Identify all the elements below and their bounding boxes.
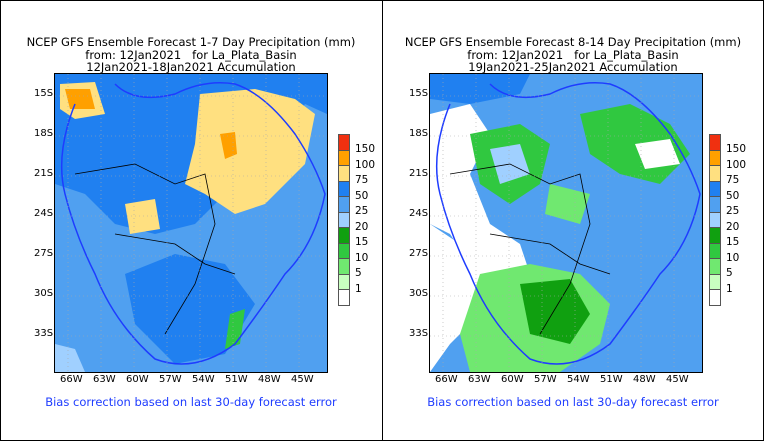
lat-label: 27S — [34, 248, 54, 259]
colorbar-swatch: 25 — [338, 196, 368, 217]
lon-label: 66W — [435, 374, 458, 385]
panel-title: NCEP GFS Ensemble Forecast 1-7 Day Preci… — [1, 36, 381, 74]
lon-label: 57W — [159, 374, 182, 385]
lon-label: 60W — [126, 374, 149, 385]
lon-label: 51W — [600, 374, 623, 385]
colorbar-swatch: 50 — [338, 180, 368, 202]
colorbar-label: 100 — [726, 158, 747, 171]
lon-label: 63W — [93, 374, 116, 385]
colorbar-label: 50 — [726, 189, 740, 202]
colorbar-swatch: 10 — [709, 242, 739, 264]
colorbar-label: 10 — [726, 251, 740, 264]
colorbar-label: 5 — [355, 267, 362, 279]
colorbar-swatch — [338, 289, 350, 306]
colorbar-swatch: 100 — [709, 149, 746, 171]
lat-label: 18S — [34, 128, 54, 139]
colorbar-label: 50 — [355, 189, 369, 202]
lat-label: 21S — [34, 168, 54, 179]
lat-label: 24S — [34, 208, 54, 219]
colorbar-swatch: 75 — [338, 165, 368, 186]
colorbar-swatch: 1 — [338, 273, 362, 295]
panel-week1: NCEP GFS Ensemble Forecast 1-7 Day Preci… — [1, 1, 381, 440]
colorbar-swatch: 5 — [338, 258, 362, 279]
lon-label: 60W — [501, 374, 524, 385]
bias-note: Bias correction based on last 30-day for… — [427, 395, 719, 409]
colorbar: 150 100 75 50 25 20 15 10 5 1 — [338, 134, 375, 306]
panel-week2: NCEP GFS Ensemble Forecast 8-14 Day Prec… — [382, 1, 763, 440]
lat-label: 18S — [409, 128, 429, 139]
colorbar-swatch: 75 — [709, 165, 739, 186]
colorbar-swatch: 25 — [709, 196, 739, 217]
bias-note: Bias correction based on last 30-day for… — [45, 395, 337, 409]
lon-label: 45W — [666, 374, 689, 385]
colorbar-swatch: 150 — [338, 134, 375, 155]
lat-label: 30S — [409, 288, 429, 299]
lat-label: 21S — [409, 168, 429, 179]
panel-title: NCEP GFS Ensemble Forecast 8-14 Day Prec… — [383, 36, 763, 74]
precipitation-map — [429, 73, 703, 373]
title-line: 19Jan2021-25Jan2021 Accumulation — [468, 60, 678, 74]
title-line: from: 12Jan2021 for La_Plata_Basin — [467, 47, 679, 62]
colorbar-label: 15 — [726, 236, 740, 248]
colorbar-label: 25 — [726, 205, 740, 217]
colorbar-label: 150 — [726, 143, 747, 155]
lat-label: 15S — [409, 88, 429, 99]
colorbar-swatch: 1 — [709, 273, 733, 295]
colorbar-label: 25 — [355, 205, 369, 217]
colorbar-label: 20 — [355, 220, 369, 233]
colorbar-label: 1 — [726, 282, 733, 295]
colorbar-swatch: 150 — [709, 134, 746, 155]
colorbar-label: 75 — [355, 174, 369, 186]
colorbar-swatch: 20 — [338, 211, 368, 233]
lat-label: 15S — [34, 88, 54, 99]
colorbar-swatch: 50 — [709, 180, 739, 202]
lon-label: 63W — [468, 374, 491, 385]
colorbar-label: 1 — [355, 282, 362, 295]
lon-label: 45W — [291, 374, 314, 385]
title-line: NCEP GFS Ensemble Forecast 1-7 Day Preci… — [26, 35, 356, 49]
lat-label: 27S — [409, 248, 429, 259]
lon-label: 54W — [192, 374, 215, 385]
colorbar-swatch: 20 — [709, 211, 739, 233]
lon-label: 66W — [60, 374, 83, 385]
colorbar-swatch: 100 — [338, 149, 375, 171]
lat-label: 30S — [34, 288, 54, 299]
lat-label: 33S — [409, 328, 429, 339]
lon-label: 51W — [225, 374, 248, 385]
colorbar-swatch: 15 — [338, 227, 368, 248]
title-line: from: 12Jan2021 for La_Plata_Basin — [85, 47, 297, 62]
colorbar-swatch: 10 — [338, 242, 368, 264]
colorbar-label: 150 — [355, 143, 376, 155]
title-line: 12Jan2021-18Jan2021 Accumulation — [86, 60, 296, 74]
colorbar-label: 5 — [726, 267, 733, 279]
colorbar-swatch: 5 — [709, 258, 733, 279]
colorbar-label: 15 — [355, 236, 369, 248]
lon-label: 54W — [567, 374, 590, 385]
colorbar-swatch — [709, 289, 721, 306]
lat-label: 33S — [34, 328, 54, 339]
lon-label: 48W — [633, 374, 656, 385]
title-line: NCEP GFS Ensemble Forecast 8-14 Day Prec… — [404, 35, 742, 49]
colorbar-label: 100 — [355, 158, 376, 171]
colorbar-label: 75 — [726, 174, 740, 186]
lat-label: 24S — [409, 208, 429, 219]
colorbar-label: 10 — [355, 251, 369, 264]
lon-label: 57W — [534, 374, 557, 385]
lon-label: 48W — [258, 374, 281, 385]
colorbar-swatch: 15 — [709, 227, 739, 248]
precipitation-map — [54, 73, 328, 373]
colorbar-label: 20 — [726, 220, 740, 233]
colorbar: 150 100 75 50 25 20 15 10 5 1 — [709, 134, 746, 306]
